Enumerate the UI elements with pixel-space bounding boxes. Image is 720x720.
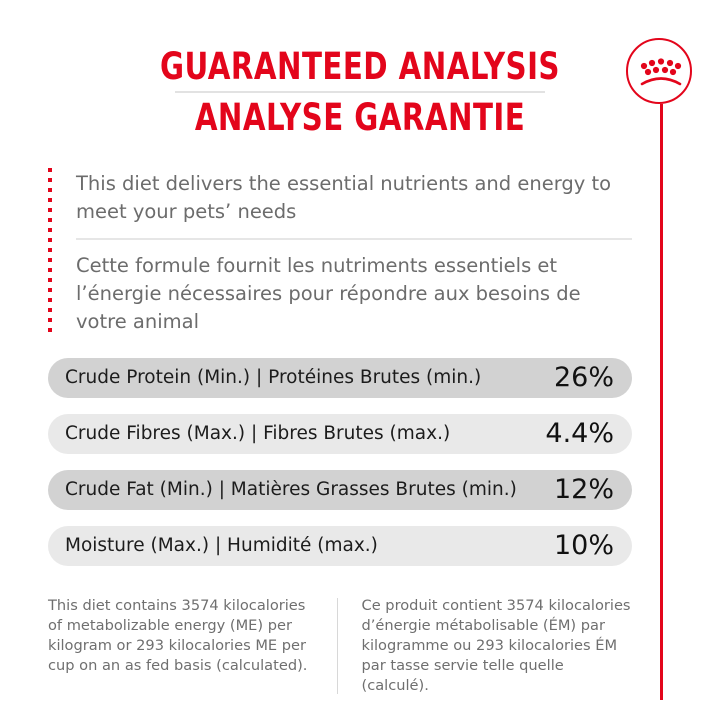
logo-vertical-line <box>660 104 663 700</box>
nutrient-label: Crude Protein (Min.) | Protéines Brutes … <box>65 367 482 388</box>
table-row: Crude Protein (Min.) | Protéines Brutes … <box>48 358 632 398</box>
nutrient-table: Crude Protein (Min.) | Protéines Brutes … <box>48 358 632 582</box>
footnote-section: This diet contains 3574 kilocalories of … <box>48 596 632 696</box>
nutrient-label: Crude Fibres (Max.) | Fibres Brutes (max… <box>65 423 451 444</box>
footnote-french: Ce produit contient 3574 kilocalories d’… <box>361 597 631 694</box>
page-title: GUARANTEED ANALYSIS ANALYSE GARANTIE <box>0 46 720 139</box>
footnote-english: This diet contains 3574 kilocalories of … <box>48 597 308 674</box>
royal-canin-logo <box>626 38 696 108</box>
intro-text-english: This diet delivers the essential nutrien… <box>76 172 612 223</box>
title-divider <box>175 91 545 93</box>
title-english: GUARANTEED ANALYSIS <box>160 45 560 88</box>
royal-canin-crown-icon <box>640 58 682 86</box>
nutrient-label: Crude Fat (Min.) | Matières Grasses Brut… <box>65 479 517 500</box>
logo-circle-outline <box>626 38 692 104</box>
nutrient-label: Moisture (Max.) | Humidité (max.) <box>65 535 378 556</box>
table-row: Crude Fat (Min.) | Matières Grasses Brut… <box>48 470 632 510</box>
nutrient-value: 10% <box>553 530 614 561</box>
nutrient-value: 12% <box>553 474 614 505</box>
table-row: Moisture (Max.) | Humidité (max.) 10% <box>48 526 632 566</box>
nutrient-value: 4.4% <box>545 418 614 449</box>
decorative-dotted-rail <box>48 168 52 332</box>
title-french: ANALYSE GARANTIE <box>194 96 526 139</box>
intro-text-french: Cette formule fournit les nutriments ess… <box>76 254 581 333</box>
nutrient-value: 26% <box>553 362 614 393</box>
intro-section: This diet delivers the essential nutrien… <box>76 170 632 336</box>
intro-divider <box>76 238 632 240</box>
table-row: Crude Fibres (Max.) | Fibres Brutes (max… <box>48 414 632 454</box>
footnote-divider <box>336 598 338 694</box>
